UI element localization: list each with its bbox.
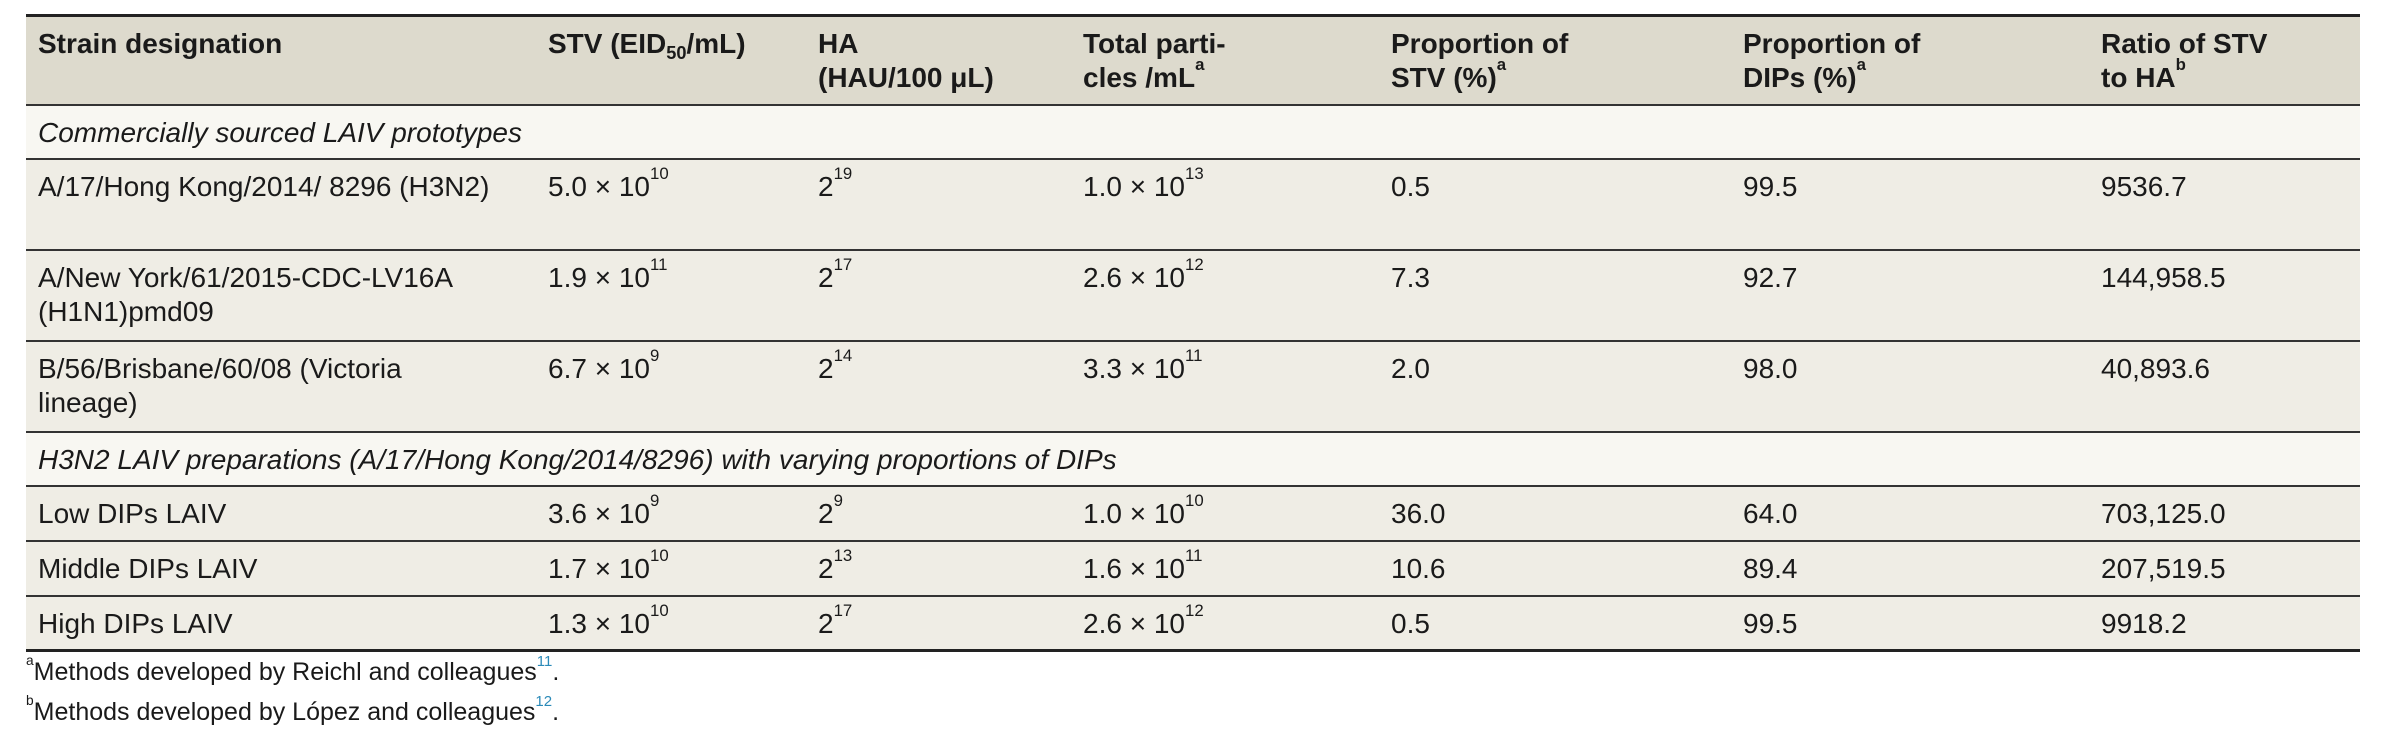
table-row: A/17/Hong Kong/2014/ 8296 (H3N2) 5.0 × 10… — [26, 158, 2360, 250]
data-table: Strain designation STV (EID50/mL) HA (HAU… — [26, 14, 2360, 652]
cell-ratio: 207,519.5 — [2101, 552, 2226, 584]
cell-strain: Middle DIPs LAIV — [38, 552, 258, 584]
cell-proportion-dips: 92.7 — [1743, 261, 1798, 293]
cell-ratio: 703,125.0 — [2101, 497, 2226, 529]
cell-strain: A/New York/61/2015-CDC-LV16A (H1N1)pmd09 — [38, 261, 452, 327]
cell-total-particles: 3.3 × 1011 — [1083, 345, 1203, 384]
section-row: Commercially sourced LAIV prototypes — [26, 104, 2360, 159]
header-total-particles: Total parti-cles /mLa — [1083, 28, 1226, 93]
cell-ratio: 9918.2 — [2101, 607, 2187, 639]
cell-stv: 6.7 × 109 — [548, 345, 660, 384]
cell-strain: A/17/Hong Kong/2014/ 8296 (H3N2) — [38, 170, 490, 202]
cell-stv: 5.0 × 1010 — [548, 163, 669, 202]
cell-stv: 1.3 × 1010 — [548, 600, 669, 639]
cell-total-particles: 1.6 × 1011 — [1083, 545, 1203, 584]
cell-ratio: 144,958.5 — [2101, 261, 2226, 293]
footnote-b: bMethods developed by López and colleagu… — [26, 693, 560, 726]
cell-proportion-dips: 99.5 — [1743, 607, 1798, 639]
cell-proportion-dips: 98.0 — [1743, 352, 1798, 384]
cell-proportion-stv: 10.6 — [1391, 552, 1446, 584]
reference-link[interactable]: 12 — [535, 693, 553, 710]
cell-total-particles: 2.6 × 1012 — [1083, 254, 1204, 293]
section-title: H3N2 LAIV preparations (A/17/Hong Kong/2… — [38, 443, 1117, 475]
table-row: A/New York/61/2015-CDC-LV16A (H1N1)pmd09… — [26, 249, 2360, 341]
section-row: H3N2 LAIV preparations (A/17/Hong Kong/2… — [26, 431, 2360, 486]
cell-proportion-stv: 36.0 — [1391, 497, 1446, 529]
table-row: B/56/Brisbane/60/08 (Victoria lineage) 6.… — [26, 340, 2360, 432]
cell-strain: B/56/Brisbane/60/08 (Victoria lineage) — [38, 352, 402, 418]
header-stv: STV (EID50/mL) — [548, 28, 746, 63]
cell-ha: 217 — [818, 600, 853, 639]
cell-ratio: 9536.7 — [2101, 170, 2187, 202]
cell-proportion-stv: 2.0 — [1391, 352, 1430, 384]
cell-ha: 217 — [818, 254, 853, 293]
cell-ha: 219 — [818, 163, 853, 202]
header-ratio: Ratio of STV to HAb — [2101, 28, 2268, 93]
table-row: Low DIPs LAIV 3.6 × 109 29 1.0 × 1010 36.0 64… — [26, 485, 2360, 541]
header-row: Strain designation STV (EID50/mL) HA (HAU… — [26, 15, 2360, 105]
section-title: Commercially sourced LAIV prototypes — [38, 116, 522, 148]
header-ha: HA (HAU/100 μL) — [818, 28, 994, 93]
cell-proportion-stv: 0.5 — [1391, 170, 1430, 202]
table-row: High DIPs LAIV 1.3 × 1010 217 2.6 × 1012 0.5… — [26, 595, 2360, 651]
cell-strain: Low DIPs LAIV — [38, 497, 227, 529]
header-proportion-dips: Proportion of DIPs (%)a — [1743, 28, 1921, 93]
cell-proportion-stv: 0.5 — [1391, 607, 1430, 639]
reference-link[interactable]: 11 — [536, 653, 553, 670]
cell-stv: 1.7 × 1010 — [548, 545, 669, 584]
header-strain: Strain designation — [38, 28, 283, 59]
cell-proportion-stv: 7.3 — [1391, 261, 1430, 293]
cell-ha: 29 — [818, 490, 843, 529]
cell-proportion-dips: 64.0 — [1743, 497, 1798, 529]
cell-total-particles: 1.0 × 1010 — [1083, 490, 1204, 529]
header-proportion-stv: Proportion of STV (%)a — [1391, 28, 1569, 93]
footnote-a: aMethods developed by Reichl and colleag… — [26, 653, 560, 686]
cell-ha: 214 — [818, 345, 853, 384]
cell-total-particles: 2.6 × 1012 — [1083, 600, 1204, 639]
table-row: Middle DIPs LAIV 1.7 × 1010 213 1.6 × 1011 1… — [26, 540, 2360, 596]
cell-strain: High DIPs LAIV — [38, 607, 233, 639]
cell-proportion-dips: 89.4 — [1743, 552, 1798, 584]
cell-ratio: 40,893.6 — [2101, 352, 2210, 384]
cell-stv: 3.6 × 109 — [548, 490, 660, 529]
cell-proportion-dips: 99.5 — [1743, 170, 1798, 202]
cell-stv: 1.9 × 1011 — [548, 254, 668, 293]
cell-total-particles: 1.0 × 1013 — [1083, 163, 1204, 202]
cell-ha: 213 — [818, 545, 853, 584]
